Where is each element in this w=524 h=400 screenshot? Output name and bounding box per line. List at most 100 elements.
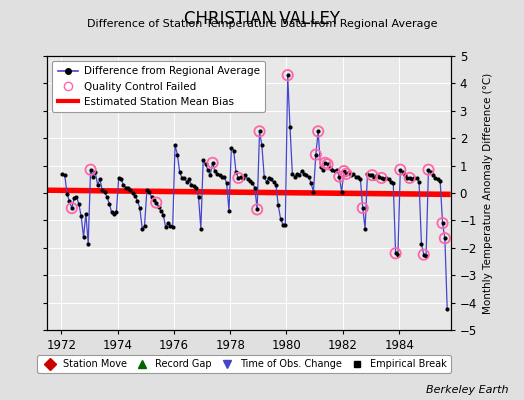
- Point: [274, 202, 282, 208]
- Point: [349, 171, 357, 177]
- Point: [241, 172, 249, 178]
- Point: [176, 169, 184, 176]
- Point: [375, 173, 384, 180]
- Legend: Station Move, Record Gap, Time of Obs. Change, Empirical Break: Station Move, Record Gap, Time of Obs. C…: [37, 355, 451, 373]
- Point: [178, 175, 186, 181]
- Point: [368, 172, 376, 178]
- Point: [417, 240, 425, 247]
- Point: [171, 142, 179, 148]
- Point: [363, 171, 372, 177]
- Point: [218, 173, 226, 180]
- Point: [86, 166, 95, 173]
- Point: [131, 192, 139, 199]
- Point: [103, 194, 111, 200]
- Point: [152, 199, 160, 206]
- Point: [152, 199, 160, 206]
- Point: [441, 235, 449, 242]
- Point: [192, 184, 200, 191]
- Point: [213, 171, 222, 177]
- Point: [253, 206, 261, 213]
- Point: [358, 205, 367, 211]
- Point: [396, 166, 405, 173]
- Point: [91, 169, 100, 176]
- Point: [331, 168, 339, 174]
- Point: [412, 175, 421, 181]
- Point: [342, 171, 351, 177]
- Point: [314, 128, 322, 134]
- Point: [293, 171, 301, 177]
- Text: CHRISTIAN VALLEY: CHRISTIAN VALLEY: [184, 10, 340, 28]
- Point: [267, 176, 276, 182]
- Point: [380, 176, 388, 182]
- Point: [304, 173, 313, 180]
- Point: [180, 175, 189, 181]
- Point: [344, 169, 353, 176]
- Point: [68, 205, 76, 211]
- Point: [232, 169, 240, 176]
- Point: [110, 210, 118, 217]
- Point: [227, 144, 236, 151]
- Point: [300, 171, 308, 177]
- Point: [138, 226, 146, 232]
- Point: [366, 172, 374, 178]
- Point: [398, 169, 407, 176]
- Point: [246, 178, 254, 184]
- Point: [128, 190, 137, 196]
- Point: [307, 180, 315, 187]
- Point: [335, 173, 343, 180]
- Point: [281, 221, 289, 228]
- Point: [368, 172, 376, 178]
- Point: [361, 226, 369, 232]
- Point: [133, 198, 141, 204]
- Point: [157, 208, 165, 214]
- Point: [422, 253, 430, 259]
- Point: [279, 221, 287, 228]
- Point: [63, 191, 71, 198]
- Point: [187, 182, 195, 188]
- Point: [377, 175, 386, 181]
- Point: [185, 176, 193, 182]
- Point: [190, 183, 198, 189]
- Point: [391, 250, 400, 256]
- Point: [420, 252, 428, 258]
- Point: [391, 250, 400, 256]
- Point: [161, 224, 170, 230]
- Point: [223, 180, 231, 187]
- Point: [401, 172, 409, 178]
- Point: [220, 173, 228, 180]
- Point: [312, 152, 320, 158]
- Point: [370, 175, 379, 181]
- Point: [82, 210, 90, 217]
- Point: [272, 182, 280, 188]
- Point: [119, 182, 128, 188]
- Point: [385, 176, 393, 182]
- Point: [319, 166, 327, 173]
- Point: [253, 206, 261, 213]
- Point: [77, 213, 85, 220]
- Point: [239, 175, 247, 181]
- Point: [107, 209, 116, 215]
- Point: [439, 220, 447, 226]
- Point: [429, 172, 438, 178]
- Point: [356, 176, 365, 182]
- Point: [126, 187, 135, 194]
- Point: [335, 173, 343, 180]
- Point: [415, 179, 423, 185]
- Point: [427, 169, 435, 176]
- Point: [211, 168, 219, 174]
- Point: [443, 306, 451, 313]
- Point: [173, 152, 182, 158]
- Point: [410, 175, 419, 181]
- Point: [61, 172, 69, 178]
- Point: [286, 124, 294, 130]
- Point: [209, 160, 217, 166]
- Point: [309, 188, 318, 195]
- Point: [326, 165, 334, 172]
- Point: [347, 172, 355, 178]
- Point: [79, 234, 88, 240]
- Point: [209, 160, 217, 166]
- Point: [434, 176, 442, 182]
- Point: [277, 216, 285, 222]
- Point: [283, 72, 292, 78]
- Point: [204, 166, 212, 173]
